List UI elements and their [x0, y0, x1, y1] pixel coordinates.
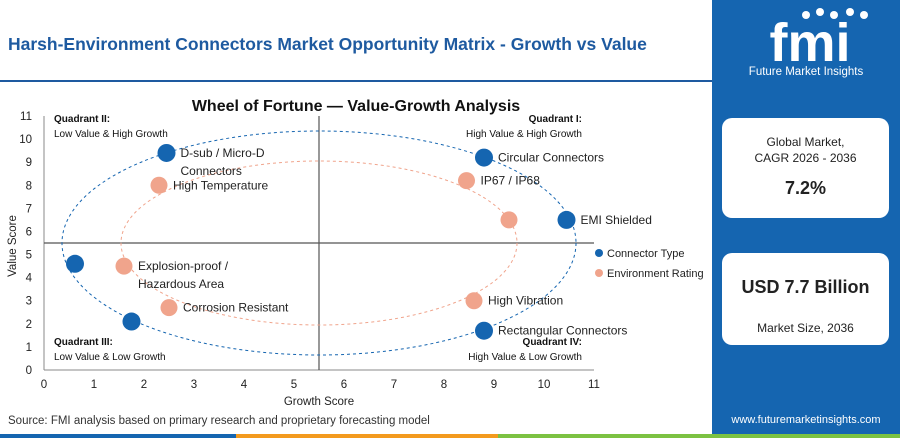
- x-tick-label: 0: [41, 379, 47, 391]
- bottom-bar-green: [498, 434, 900, 438]
- chart-title: Wheel of Fortune — Value-Growth Analysis: [192, 98, 520, 115]
- sidebar: fmi Future Market Insights Global Market…: [712, 0, 900, 434]
- x-tick-label: 2: [141, 379, 147, 391]
- x-tick-label: 6: [341, 379, 347, 391]
- quadrant-title: Quadrant III:: [54, 337, 113, 348]
- legend-marker: [595, 269, 603, 277]
- legend-marker: [595, 249, 603, 257]
- y-tick-label: 6: [26, 226, 32, 238]
- data-label: High Vibration: [488, 294, 563, 308]
- y-tick-label: 11: [20, 111, 32, 123]
- x-tick-label: 3: [191, 379, 197, 391]
- environment-rating-point: [115, 257, 133, 275]
- market-size-card: USD 7.7 Billion Market Size, 2036: [722, 253, 889, 345]
- website-link[interactable]: www.futuremarketinsights.com: [731, 414, 881, 426]
- outer-orbit-ellipse: [61, 130, 577, 356]
- quadrant-title: Quadrant I:: [529, 114, 582, 125]
- data-label: Circular Connectors: [498, 151, 604, 165]
- y-tick-label: 2: [26, 319, 32, 331]
- environment-rating-point: [458, 172, 475, 190]
- x-tick-label: 11: [588, 379, 600, 391]
- bottom-color-bar: [0, 434, 900, 438]
- connector-type-point: [475, 321, 493, 340]
- data-label: Rectangular Connectors: [498, 324, 627, 338]
- y-tick-label: 7: [26, 203, 32, 215]
- environment-rating-point: [465, 292, 483, 310]
- x-tick-label: 9: [491, 379, 497, 391]
- quadrant-subtitle: High Value & High Growth: [466, 129, 582, 140]
- opportunity-matrix-chart: Wheel of Fortune — Value-Growth Analysis…: [7, 98, 704, 408]
- quadrant-title: Quadrant IV:: [523, 337, 582, 348]
- data-label: D-sub / Micro-D: [181, 146, 265, 160]
- legend-label: Connector Type: [607, 248, 684, 260]
- x-tick-label: 8: [441, 379, 447, 391]
- cagr-label-line1: Global Market,: [766, 135, 845, 149]
- environment-rating-point: [150, 176, 168, 194]
- x-tick-label: 7: [391, 379, 397, 391]
- data-label: High Temperature: [173, 178, 268, 192]
- logo-subtitle: Future Market Insights: [748, 66, 864, 78]
- environment-rating-point: [500, 211, 518, 229]
- x-tick-label: 4: [241, 379, 248, 391]
- source-note: Source: FMI analysis based on primary re…: [8, 415, 430, 427]
- fmi-logo: fmi: [770, 8, 868, 73]
- page-title: Harsh-Environment Connectors Market Oppo…: [8, 34, 647, 54]
- title-divider: [0, 80, 712, 82]
- y-tick-label: 10: [19, 134, 32, 146]
- y-tick-label: 3: [26, 296, 32, 308]
- y-tick-label: 1: [26, 342, 32, 354]
- quadrant-title: Quadrant II:: [54, 114, 110, 125]
- market-size-label: Market Size, 2036: [757, 321, 854, 335]
- data-label: Connectors: [181, 164, 242, 178]
- quadrant-subtitle: Low Value & High Growth: [54, 129, 168, 140]
- connector-type-point: [475, 148, 493, 167]
- x-axis-title: Growth Score: [284, 396, 354, 408]
- x-tick-label: 10: [538, 379, 551, 391]
- bottom-bar-orange: [236, 434, 498, 438]
- quadrant-subtitle: Low Value & Low Growth: [54, 352, 166, 363]
- data-label: Corrosion Resistant: [183, 301, 289, 315]
- data-label: IP67 / IP68: [481, 174, 541, 188]
- x-tick-label: 5: [291, 379, 297, 391]
- y-tick-label: 9: [26, 157, 32, 169]
- bottom-bar-blue: [0, 434, 236, 438]
- y-tick-label: 0: [26, 365, 32, 377]
- connector-type-point: [122, 312, 141, 331]
- y-tick-label: 8: [26, 180, 32, 192]
- logo-wordmark: fmi: [770, 13, 851, 73]
- quadrant-subtitle: High Value & Low Growth: [468, 352, 582, 363]
- connector-type-point: [557, 210, 576, 229]
- inner-orbit-ellipse: [120, 160, 518, 326]
- cagr-label-line2: CAGR 2026 - 2036: [754, 151, 857, 165]
- y-tick-label: 4: [26, 273, 33, 285]
- environment-rating-point: [160, 299, 178, 317]
- connector-type-point: [66, 254, 84, 273]
- data-label: Explosion-proof /: [138, 259, 229, 273]
- y-tick-label: 5: [26, 250, 32, 262]
- y-axis-title: Value Score: [7, 215, 19, 277]
- data-label: EMI Shielded: [581, 213, 652, 227]
- data-label: Hazardous Area: [138, 277, 224, 291]
- x-tick-label: 1: [91, 379, 97, 391]
- cagr-value: 7.2%: [784, 178, 827, 198]
- legend-label: Environment Rating: [607, 268, 704, 280]
- connector-type-point: [157, 143, 176, 162]
- market-size-value: USD 7.7 Billion: [741, 277, 870, 297]
- cagr-card: Global Market, CAGR 2026 - 2036 7.2%: [722, 118, 889, 218]
- chart-container: Wheel of Fortune — Value-Growth Analysis…: [0, 86, 712, 411]
